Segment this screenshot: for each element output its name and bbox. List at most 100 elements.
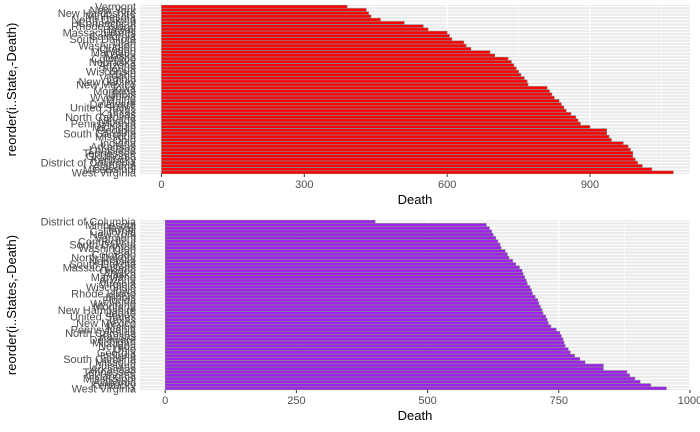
y-tick-label: New Hampshire bbox=[58, 305, 136, 317]
x-tick-label: 0 bbox=[162, 395, 168, 407]
y-axis-title: reorder(i..States,-Death) bbox=[4, 235, 19, 375]
bar-north-dakota bbox=[164, 255, 510, 260]
bar-iowa bbox=[164, 288, 532, 293]
y-tick-label: Ohio bbox=[113, 135, 136, 147]
y-tick-label: Michigan bbox=[92, 122, 136, 134]
bar-district-of-columbia bbox=[164, 219, 376, 224]
y-tick-label: Pennsylvania bbox=[71, 119, 137, 131]
y-tick-label: Oregon bbox=[99, 266, 136, 278]
y-tick-label: Kentucky bbox=[91, 380, 137, 392]
bar-louisiana bbox=[164, 363, 604, 368]
bar-united-states bbox=[164, 314, 546, 319]
y-tick-label: South Carolina bbox=[63, 128, 137, 140]
bar-georgia bbox=[164, 350, 571, 355]
y-tick-label: South Dakota bbox=[69, 259, 137, 271]
bar-nebraska bbox=[161, 60, 512, 64]
bar-alaska bbox=[161, 53, 496, 58]
y-axis-title: reorder(i..State,-Death) bbox=[4, 23, 19, 157]
bar-wisconsin bbox=[164, 285, 531, 289]
bar-oregon bbox=[161, 47, 472, 51]
bottom-chart: West VirginiaKentuckyAlabamaMississippiO… bbox=[4, 217, 700, 423]
bar-vermont bbox=[161, 4, 348, 9]
y-tick-label: California bbox=[90, 31, 137, 43]
bar-arkansas bbox=[161, 144, 629, 149]
y-tick-label: Vermont bbox=[95, 2, 136, 14]
bar-new-york bbox=[161, 8, 367, 12]
y-tick-label: North Carolina bbox=[65, 112, 137, 124]
y-tick-label: Delaware bbox=[90, 99, 136, 111]
y-tick-label: Michigan bbox=[92, 338, 136, 350]
y-tick-label: Missouri bbox=[95, 357, 136, 369]
y-tick-label: Alaska bbox=[103, 50, 137, 62]
y-tick-label: Minnesota bbox=[85, 11, 137, 23]
bar-arkansas bbox=[164, 367, 604, 371]
bar-indiana bbox=[164, 353, 575, 358]
bar-maryland bbox=[164, 275, 525, 279]
y-tick-label: Kansas bbox=[99, 109, 136, 121]
bar-maine bbox=[161, 99, 560, 103]
y-tick-label: Texas bbox=[107, 315, 136, 327]
bar-minnesota bbox=[164, 223, 487, 227]
bar-georgia bbox=[161, 128, 607, 132]
bar-alaska bbox=[164, 272, 524, 276]
y-tick-label: Illinois bbox=[105, 292, 136, 304]
bar-florida bbox=[164, 298, 539, 302]
bar-wyoming bbox=[161, 95, 555, 100]
y-tick-label: New York bbox=[90, 230, 137, 242]
bar-oklahoma bbox=[161, 154, 634, 158]
bar-alabama bbox=[161, 164, 643, 168]
bar-montana bbox=[161, 89, 550, 93]
bar-massachusetts bbox=[161, 30, 448, 35]
bar-connecticut bbox=[161, 21, 405, 25]
bar-washington bbox=[161, 43, 467, 48]
y-tick-label: Alabama bbox=[93, 377, 137, 389]
y-tick-label: Wisconsin bbox=[86, 282, 136, 294]
bar-tennessee bbox=[161, 151, 634, 155]
bar-south-carolina bbox=[164, 357, 581, 361]
y-tick-label: Rhode Island bbox=[71, 289, 136, 301]
y-tick-label: Kansas bbox=[99, 331, 136, 343]
y-tick-label: Oklahoma bbox=[86, 151, 137, 163]
y-tick-label: Massachusetts bbox=[63, 262, 137, 274]
bar-kentucky bbox=[161, 157, 636, 162]
y-tick-label: District of Columbia bbox=[41, 217, 137, 229]
bar-hawaii bbox=[164, 226, 490, 230]
y-tick-label: New Jersey bbox=[79, 76, 137, 88]
bar-ohio bbox=[161, 138, 612, 142]
bar-maryland bbox=[161, 50, 491, 54]
bar-oklahoma bbox=[164, 373, 630, 378]
y-tick-label: Virginia bbox=[100, 279, 137, 291]
y-tick-label: Georgia bbox=[97, 347, 137, 359]
y-tick-label: South Dakota bbox=[69, 34, 137, 46]
bar-florida bbox=[161, 66, 517, 71]
x-tick-label: 0 bbox=[158, 179, 164, 191]
y-tick-label: Florida bbox=[102, 295, 137, 307]
y-tick-label: Hawaii bbox=[103, 223, 136, 235]
bar-indiana bbox=[161, 141, 624, 145]
x-tick-label: 1000 bbox=[678, 395, 700, 407]
bar-california bbox=[164, 229, 492, 234]
y-tick-label: Virginia bbox=[100, 73, 137, 85]
y-tick-label: Arkansas bbox=[90, 364, 136, 376]
x-axis-title: Death bbox=[398, 408, 433, 423]
bar-wisconsin bbox=[161, 69, 519, 74]
y-tick-label: United States bbox=[70, 102, 137, 114]
bar-utah bbox=[161, 40, 465, 45]
bar-pennsylvania bbox=[164, 327, 557, 332]
y-tick-label: North Dakota bbox=[71, 15, 137, 27]
bar-new-york bbox=[164, 232, 494, 237]
bar-south-dakota bbox=[164, 262, 517, 266]
y-tick-label: Missouri bbox=[95, 132, 136, 144]
y-tick-label: Tennessee bbox=[83, 148, 136, 160]
y-tick-label: Mississippi bbox=[83, 164, 136, 176]
bar-idaho bbox=[161, 73, 522, 77]
y-tick-label: Wyoming bbox=[90, 93, 136, 105]
bar-mississippi bbox=[161, 167, 653, 171]
y-tick-label: Maine bbox=[106, 96, 136, 108]
bar-illinois bbox=[161, 92, 553, 97]
y-tick-label: New Mexico bbox=[76, 318, 136, 330]
y-tick-label: Texas bbox=[107, 106, 136, 118]
y-tick-label: West Virginia bbox=[72, 167, 137, 179]
bar-new-mexico bbox=[161, 82, 529, 87]
